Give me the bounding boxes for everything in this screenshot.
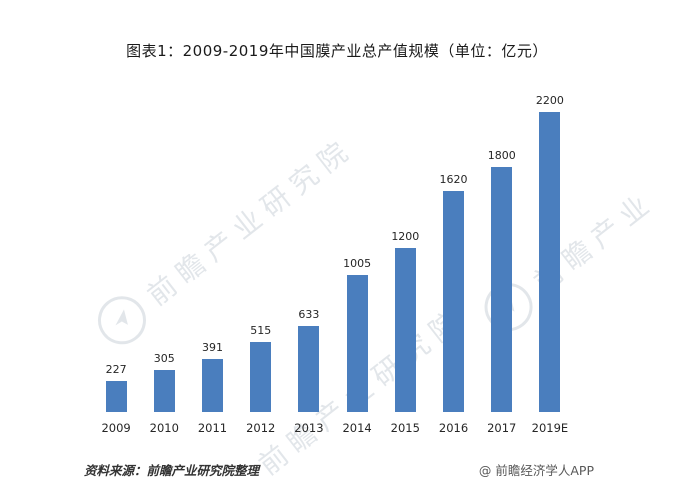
bar-slot: 1620 2016 <box>429 84 477 436</box>
x-axis-label: 2010 <box>149 421 179 435</box>
bar-slot: 1800 2017 <box>478 84 526 436</box>
x-axis-label: 2019E <box>531 421 569 435</box>
bar-chart: 227 2009 305 2010 391 2011 515 2012 633 2013 1005 2… <box>92 84 574 436</box>
bar <box>346 274 368 412</box>
bar-slot: 227 2009 <box>92 84 140 436</box>
x-axis-label: 2017 <box>487 421 517 435</box>
bar-slot: 2200 2019E <box>526 84 574 436</box>
bar-value-label: 1620 <box>439 173 468 187</box>
bar <box>105 381 127 412</box>
bar <box>394 248 416 412</box>
bar-value-label: 391 <box>202 340 223 354</box>
bar-slot: 515 2012 <box>237 84 285 436</box>
chart-footer: 资料来源：前瞻产业研究院整理 @ 前瞻经济学人APP <box>84 460 594 479</box>
bar-value-label: 227 <box>105 363 127 377</box>
bar-value-label: 1005 <box>343 256 372 270</box>
credit-note: @ 前瞻经济学人APP <box>478 463 594 478</box>
x-axis-label: 2013 <box>294 421 324 435</box>
source-note: 资料来源：前瞻产业研究院整理 <box>84 463 260 478</box>
bar <box>202 358 223 412</box>
bar <box>443 191 465 412</box>
bar <box>491 166 513 412</box>
bar-value-label: 1800 <box>487 148 516 162</box>
x-axis-label: 2012 <box>246 421 276 435</box>
bar <box>153 370 175 412</box>
bar-value-label: 305 <box>153 352 175 366</box>
bar-value-label: 515 <box>250 323 272 337</box>
x-axis-label: 2011 <box>197 421 228 435</box>
bar-value-label: 1200 <box>391 230 420 244</box>
x-axis-label: 2016 <box>438 421 469 435</box>
bar <box>539 112 561 412</box>
x-axis-label: 2009 <box>101 421 131 435</box>
x-axis-label: 2015 <box>390 421 420 435</box>
bar-slot: 305 2010 <box>140 84 188 436</box>
bar <box>298 325 320 412</box>
bar-slot: 391 2011 <box>188 84 236 436</box>
chart-title: 图表1：2009-2019年中国膜产业总产值规模（单位：亿元） <box>126 42 548 60</box>
bar-slot: 1200 2015 <box>381 84 429 436</box>
bar-value-label: 2200 <box>535 94 564 107</box>
bar-value-label: 633 <box>298 307 320 321</box>
x-axis-label: 2014 <box>342 421 372 435</box>
bar <box>250 341 272 412</box>
bar-slot: 633 2013 <box>285 84 333 436</box>
bar-slot: 1005 2014 <box>333 84 381 436</box>
